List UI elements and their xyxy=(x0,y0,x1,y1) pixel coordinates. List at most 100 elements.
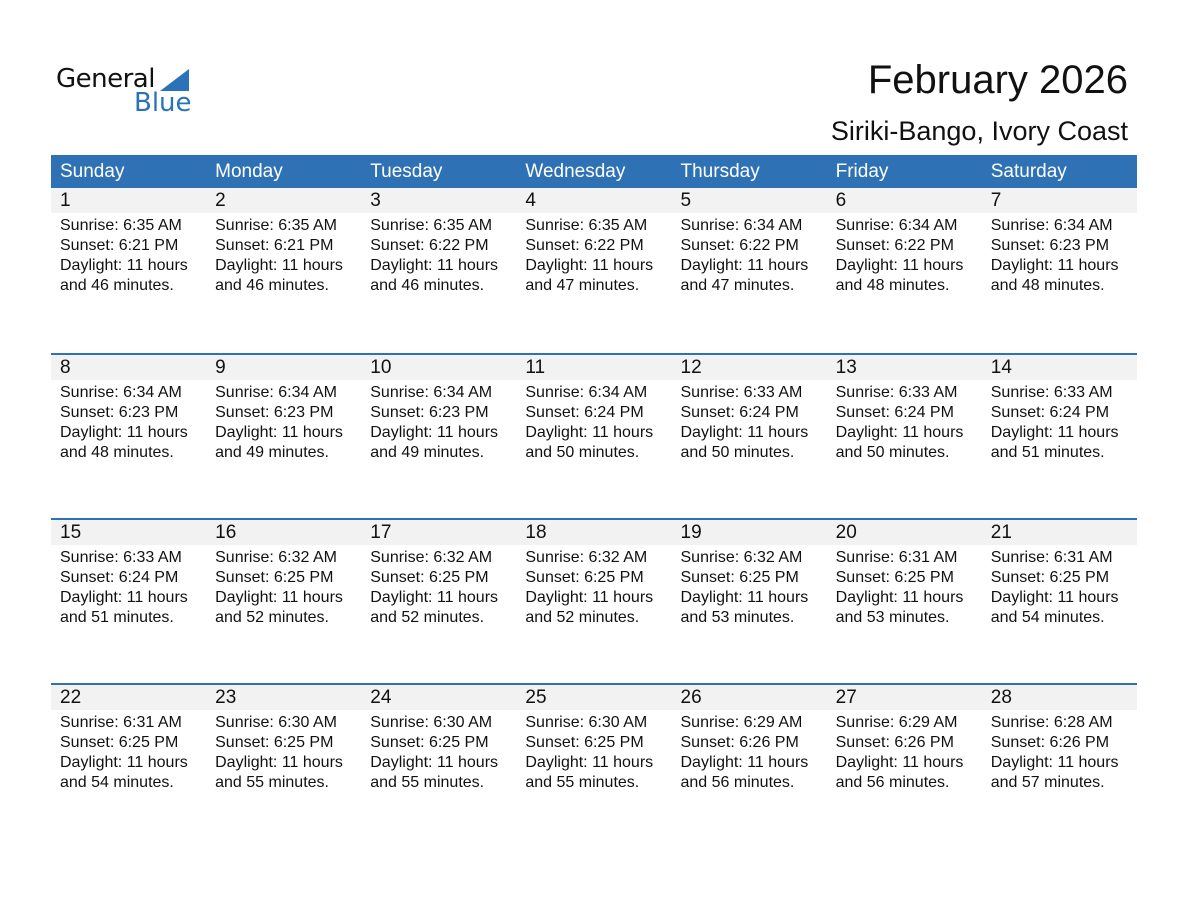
day-number: 14 xyxy=(990,357,1012,378)
day-number: 24 xyxy=(370,687,392,708)
weekday-label: Friday xyxy=(835,161,889,182)
sunset-text: Sunset: 6:24 PM xyxy=(60,569,179,586)
weekday-label: Sunday xyxy=(60,161,125,182)
sunrise-text: Sunrise: 6:34 AM xyxy=(990,217,1113,234)
daylight-text: Daylight: 11 hours xyxy=(60,754,188,771)
day-cell: Sunrise: 6:34 AM Sunset: 6:24 PM Daylight:… xyxy=(516,380,671,463)
date-band: 8 9 10 11 12 13 14 xyxy=(51,355,1137,380)
sunrise-text: Sunrise: 6:34 AM xyxy=(835,217,958,234)
day-number: 26 xyxy=(680,687,702,708)
minutes-text: and 47 minutes. xyxy=(525,277,640,294)
day-number: 5 xyxy=(680,190,692,211)
day-number: 4 xyxy=(525,190,536,211)
sunset-text: Sunset: 6:25 PM xyxy=(215,569,334,586)
sunset-text: Sunset: 6:26 PM xyxy=(680,734,799,751)
sunrise-text: Sunrise: 6:34 AM xyxy=(215,384,337,401)
day-cell: Sunrise: 6:34 AM Sunset: 6:23 PM Daylight:… xyxy=(982,213,1137,296)
sunrise-text: Sunrise: 6:32 AM xyxy=(525,549,648,566)
week-body: Sunrise: 6:35 AM Sunset: 6:21 PM Daylight:… xyxy=(51,213,1137,296)
day-number: 21 xyxy=(990,522,1012,543)
daylight-text: Daylight: 11 hours xyxy=(835,589,964,606)
minutes-text: and 46 minutes. xyxy=(215,277,329,294)
daylight-text: Daylight: 11 hours xyxy=(835,257,964,274)
day-cell: Sunrise: 6:35 AM Sunset: 6:21 PM Daylight:… xyxy=(51,213,206,296)
sunrise-text: Sunrise: 6:33 AM xyxy=(680,384,803,401)
minutes-text: and 47 minutes. xyxy=(680,277,795,294)
day-cell: Sunrise: 6:33 AM Sunset: 6:24 PM Daylight:… xyxy=(827,380,982,463)
day-cell: Sunrise: 6:34 AM Sunset: 6:23 PM Daylight:… xyxy=(206,380,361,463)
daylight-text: Daylight: 11 hours xyxy=(370,257,499,274)
sunrise-text: Sunrise: 6:35 AM xyxy=(525,217,648,234)
sunrise-text: Sunrise: 6:32 AM xyxy=(215,549,337,566)
sunrise-text: Sunrise: 6:35 AM xyxy=(370,217,493,234)
minutes-text: and 46 minutes. xyxy=(60,277,174,294)
date-band: 22 23 24 25 26 27 28 xyxy=(51,685,1137,710)
sunset-text: Sunset: 6:25 PM xyxy=(370,569,489,586)
daylight-text: Daylight: 11 hours xyxy=(215,754,343,771)
weekday-label: Thursday xyxy=(680,161,760,182)
sunset-text: Sunset: 6:21 PM xyxy=(60,237,179,254)
day-number: 12 xyxy=(680,357,702,378)
day-number: 8 xyxy=(60,357,71,378)
sunset-text: Sunset: 6:24 PM xyxy=(835,404,954,421)
daylight-text: Daylight: 11 hours xyxy=(60,424,188,441)
sunset-text: Sunset: 6:21 PM xyxy=(215,237,334,254)
daylight-text: Daylight: 11 hours xyxy=(525,754,654,771)
minutes-text: and 57 minutes. xyxy=(990,774,1105,791)
day-cell: Sunrise: 6:32 AM Sunset: 6:25 PM Daylight:… xyxy=(516,545,671,628)
minutes-text: and 46 minutes. xyxy=(370,277,485,294)
day-cell: Sunrise: 6:29 AM Sunset: 6:26 PM Daylight:… xyxy=(672,710,827,793)
minutes-text: and 52 minutes. xyxy=(215,609,329,626)
day-number: 22 xyxy=(60,687,82,708)
day-number: 6 xyxy=(835,190,847,211)
day-number: 13 xyxy=(835,357,857,378)
day-cell: Sunrise: 6:30 AM Sunset: 6:25 PM Daylight:… xyxy=(206,710,361,793)
sunrise-text: Sunrise: 6:34 AM xyxy=(370,384,493,401)
minutes-text: and 50 minutes. xyxy=(525,444,640,461)
week-body: Sunrise: 6:34 AM Sunset: 6:23 PM Daylight:… xyxy=(51,380,1137,463)
daylight-text: Daylight: 11 hours xyxy=(215,424,343,441)
sunrise-text: Sunrise: 6:31 AM xyxy=(990,549,1113,566)
sunrise-text: Sunrise: 6:32 AM xyxy=(680,549,803,566)
sunset-text: Sunset: 6:22 PM xyxy=(370,237,489,254)
day-number: 3 xyxy=(370,190,381,211)
daylight-text: Daylight: 11 hours xyxy=(525,257,654,274)
sunset-text: Sunset: 6:25 PM xyxy=(680,569,799,586)
day-number: 18 xyxy=(525,522,547,543)
day-number: 20 xyxy=(835,522,857,543)
sunset-text: Sunset: 6:22 PM xyxy=(525,237,644,254)
calendar-week: 15 16 17 18 19 20 21 Sunrise: 6:33 AM Sunset: 6:… xyxy=(51,518,1137,683)
date-band: 15 16 17 18 19 20 21 xyxy=(51,520,1137,545)
weekday-label: Saturday xyxy=(990,161,1067,182)
day-cell: Sunrise: 6:31 AM Sunset: 6:25 PM Daylight:… xyxy=(827,545,982,628)
week-body: Sunrise: 6:33 AM Sunset: 6:24 PM Daylight:… xyxy=(51,545,1137,628)
sunset-text: Sunset: 6:25 PM xyxy=(525,569,644,586)
weekday-label: Tuesday xyxy=(370,161,443,182)
sunset-text: Sunset: 6:23 PM xyxy=(215,404,334,421)
page-title: February 2026 xyxy=(867,58,1128,102)
sunset-text: Sunset: 6:26 PM xyxy=(990,734,1110,751)
sunrise-text: Sunrise: 6:33 AM xyxy=(60,549,182,566)
day-cell: Sunrise: 6:35 AM Sunset: 6:22 PM Daylight:… xyxy=(516,213,671,296)
minutes-text: and 50 minutes. xyxy=(835,444,950,461)
daylight-text: Daylight: 11 hours xyxy=(525,589,654,606)
calendar-week: 1 2 3 4 5 6 7 Sunrise: 6:35 AM Sunset: 6:21 PM Da… xyxy=(51,188,1137,353)
minutes-text: and 52 minutes. xyxy=(370,609,485,626)
sunset-text: Sunset: 6:24 PM xyxy=(680,404,799,421)
minutes-text: and 56 minutes. xyxy=(835,774,950,791)
minutes-text: and 54 minutes. xyxy=(60,774,174,791)
daylight-text: Daylight: 11 hours xyxy=(215,257,343,274)
day-number: 1 xyxy=(60,190,71,211)
daylight-text: Daylight: 11 hours xyxy=(835,424,964,441)
sunrise-text: Sunrise: 6:33 AM xyxy=(835,384,958,401)
daylight-text: Daylight: 11 hours xyxy=(60,589,188,606)
minutes-text: and 48 minutes. xyxy=(990,277,1105,294)
sunset-text: Sunset: 6:26 PM xyxy=(835,734,954,751)
daylight-text: Daylight: 11 hours xyxy=(990,257,1119,274)
day-cell: Sunrise: 6:34 AM Sunset: 6:23 PM Daylight:… xyxy=(51,380,206,463)
day-number: 10 xyxy=(370,357,392,378)
sunset-text: Sunset: 6:24 PM xyxy=(525,404,644,421)
day-number: 23 xyxy=(215,687,237,708)
sunset-text: Sunset: 6:25 PM xyxy=(215,734,334,751)
sunset-text: Sunset: 6:23 PM xyxy=(370,404,489,421)
